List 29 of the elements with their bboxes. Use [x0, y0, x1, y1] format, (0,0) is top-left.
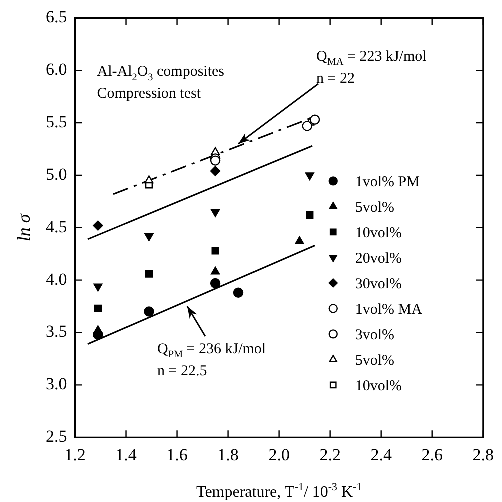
x-tick-label: 2.2: [320, 445, 341, 464]
legend-label: 20vol%: [355, 251, 402, 268]
annotation: Compression test: [97, 86, 202, 102]
y-tick-label: 3.0: [46, 374, 68, 394]
legend-label: 10vol%: [355, 378, 402, 395]
y-tick-label: 4.5: [46, 217, 68, 236]
y-axis-title: ln σ: [14, 213, 34, 242]
x-tick-label: 1.2: [64, 445, 86, 464]
y-tick-label: 6.0: [46, 60, 68, 80]
x-tick-label: 2.4: [370, 445, 392, 464]
y-tick-label: 3.5: [46, 322, 68, 342]
x-tick-label: 2.8: [472, 445, 494, 464]
x-tick-label: 1.4: [116, 445, 138, 464]
x-tick-label: 1.6: [166, 445, 188, 464]
legend-label: 1vol% MA: [355, 302, 423, 318]
y-tick-label: 6.5: [46, 8, 68, 27]
y-tick-label: 2.5: [46, 427, 68, 446]
legend-label: 5vol%: [355, 353, 395, 370]
y-tick-label: 5.0: [46, 164, 68, 184]
legend-label: 5vol%: [355, 200, 395, 216]
legend-label: 10vol%: [355, 226, 402, 242]
x-tick-label: 2.0: [268, 445, 290, 464]
legend-label: 3vol%: [355, 328, 395, 344]
y-tick-label: 5.5: [46, 112, 68, 132]
legend-label: 30vol%: [355, 276, 402, 293]
x-tick-label: 2.6: [422, 445, 443, 464]
legend-label: 1vol% PM: [355, 174, 420, 191]
x-tick-label: 1.8: [218, 445, 239, 464]
y-tick-label: 4.0: [46, 270, 68, 289]
